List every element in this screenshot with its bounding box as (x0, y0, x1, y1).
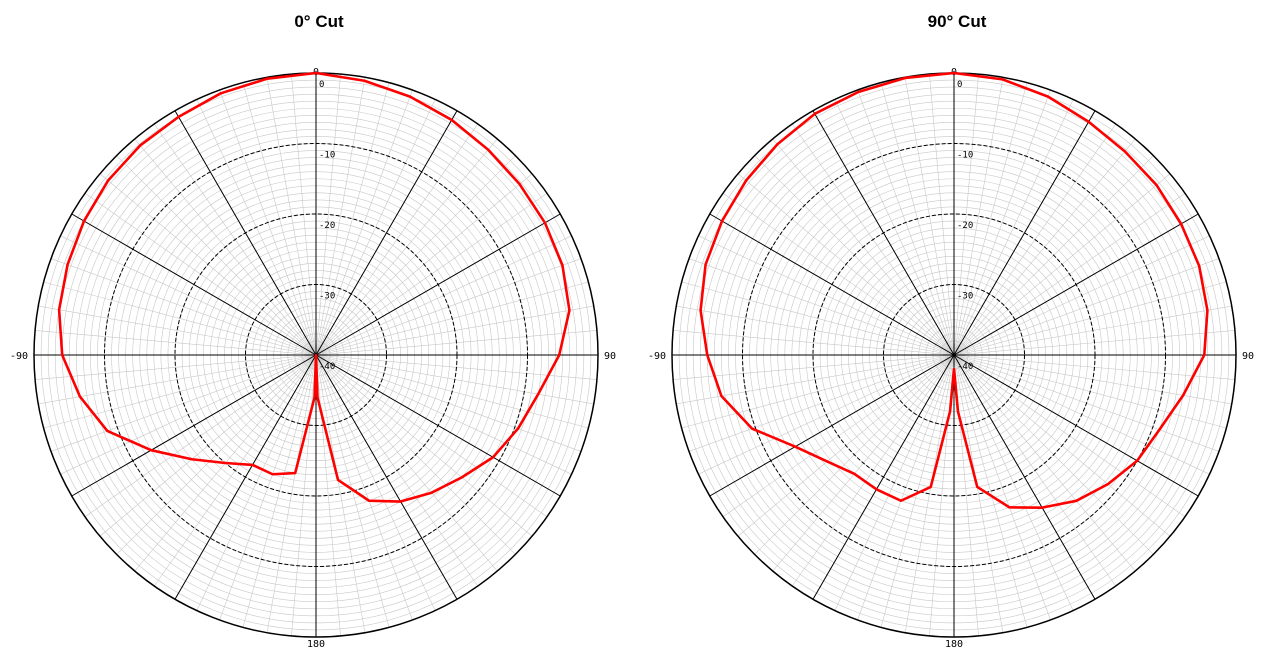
grid-spoke (953, 74, 979, 356)
major-spoke (709, 354, 955, 497)
grid-spoke (953, 89, 1051, 356)
grid-spoke (38, 305, 317, 356)
grid-spoke (315, 354, 413, 621)
grid-spoke (315, 99, 436, 356)
radial-tick-label: -40 (957, 362, 973, 372)
pattern-line (699, 71, 1209, 509)
grid-spoke (35, 354, 317, 380)
angle-tick-label: 90 (1242, 351, 1254, 362)
grid-spoke (673, 354, 955, 380)
radial-tick-label: -20 (957, 221, 973, 231)
angle-tick-label: 180 (307, 639, 325, 650)
major-spoke (71, 213, 317, 356)
grid-spoke (676, 305, 955, 356)
radial-tick-label: -30 (957, 292, 973, 302)
angle-tick-label: 90 (604, 351, 616, 362)
major-spoke (315, 213, 561, 356)
radial-tick-label: -30 (319, 292, 335, 302)
grid-spoke (43, 281, 317, 356)
grid-spoke (953, 82, 1028, 356)
major-spoke (709, 213, 955, 356)
pattern-line (57, 71, 571, 503)
chart-90-cut: 90° Cut 0 90 180 -90 0 -10 -20 -30 -40 (638, 0, 1276, 652)
major-spoke (953, 354, 1096, 600)
polar-plot: 0 90 180 -90 0 -10 -20 -30 -40 (648, 67, 1254, 650)
grid-spoke (681, 281, 955, 356)
major-spoke (315, 354, 458, 600)
angle-tick-label: 0 (951, 67, 957, 78)
grid-spoke (673, 330, 955, 356)
major-spoke (953, 213, 1199, 356)
major-spoke (315, 354, 561, 497)
angle-tick-label: -90 (10, 351, 28, 362)
grid-spoke (291, 354, 317, 636)
major-spoke (174, 354, 317, 600)
major-spoke (315, 110, 458, 356)
grid-spoke (315, 74, 341, 356)
major-spoke (953, 110, 1096, 356)
radial-tick-label: -40 (319, 362, 335, 372)
grid-spoke (35, 330, 317, 356)
radial-tick-label: 0 (319, 80, 324, 90)
grid-spoke (953, 354, 1051, 621)
grid-spoke (953, 354, 1004, 633)
grid-spoke (38, 354, 317, 405)
radial-tick-label: -10 (319, 151, 335, 161)
grid-spoke (953, 354, 1028, 628)
grid-spoke (953, 77, 1004, 356)
radial-tick-label: -20 (319, 221, 335, 231)
major-spoke (812, 110, 955, 356)
grid-spoke (315, 82, 390, 356)
grid-spoke (315, 77, 366, 356)
major-spoke (71, 354, 317, 497)
angle-tick-label: 180 (945, 639, 963, 650)
major-spoke (812, 354, 955, 600)
major-spoke (953, 354, 1199, 497)
grid-spoke (315, 354, 366, 633)
angle-tick-label: 0 (313, 67, 319, 78)
chart-0-cut: 0° Cut 0 90 180 -90 0 -10 -20 -30 -40 (10, 12, 616, 650)
grid-spoke (315, 89, 413, 356)
chart-title: 90° Cut (927, 12, 987, 31)
major-spoke (174, 110, 317, 356)
chart-title: 0° Cut (294, 12, 344, 31)
grid-spoke (315, 354, 341, 636)
radial-tick-label: 0 (957, 80, 962, 90)
grid-spoke (953, 99, 1074, 356)
angle-tick-label: -90 (648, 351, 666, 362)
polar-plot: 0 90 180 -90 0 -10 -20 -30 -40 (10, 67, 616, 650)
radial-tick-label: -10 (957, 151, 973, 161)
